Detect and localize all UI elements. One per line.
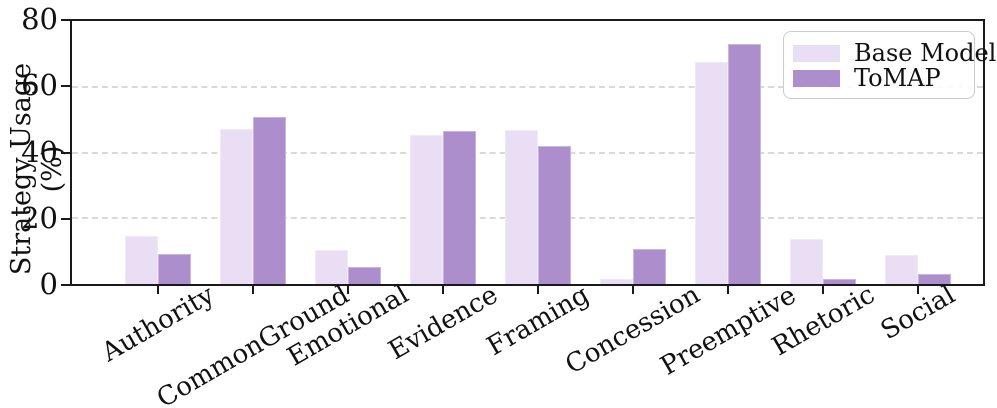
bar-tomap-emotional	[348, 266, 381, 284]
bar-base-model-evidence	[410, 135, 443, 284]
legend: Base Model ToMAP	[783, 31, 996, 99]
bar-base-model-commonground	[220, 128, 253, 284]
bar-base-model-framing	[505, 130, 538, 284]
bar-base-model-social	[885, 254, 918, 284]
x-tick-mark	[727, 286, 729, 294]
gridline-60	[72, 85, 983, 88]
bar-tomap-evidence	[443, 131, 476, 284]
base-model-swatch	[793, 44, 840, 62]
bar-base-model-authority	[125, 235, 158, 284]
legend-label: ToMAP	[854, 64, 941, 92]
tomap-swatch	[793, 69, 840, 87]
bar-tomap-social	[918, 274, 951, 284]
bar-tomap-framing	[538, 145, 571, 284]
x-tick-mark	[537, 286, 539, 294]
x-tick-mark	[822, 286, 824, 294]
y-tick-mark	[61, 284, 70, 286]
y-tick-label-80: 80	[21, 2, 58, 36]
x-tick-mark	[632, 286, 634, 294]
legend-item-base-model: Base Model	[793, 41, 996, 65]
x-tick-mark	[347, 286, 349, 294]
bar-tomap-concession	[633, 249, 666, 284]
bar-base-model-preemptive	[695, 62, 728, 284]
bar-tomap-preemptive	[728, 44, 761, 284]
bar-base-model-rhetoric	[790, 239, 823, 284]
y-tick-mark	[61, 85, 70, 88]
y-tick-mark	[61, 19, 70, 21]
y-tick-label-60: 60	[21, 68, 58, 103]
bar-tomap-commonground	[253, 117, 286, 284]
bar-base-model-emotional	[315, 249, 348, 284]
legend-label: Base Model	[854, 39, 997, 67]
legend-item-tomap: ToMAP	[793, 66, 964, 90]
x-tick-mark	[157, 286, 159, 294]
y-tick-label-20: 20	[21, 200, 58, 235]
y-tick-label-0: 0	[39, 267, 58, 301]
bar-tomap-authority	[158, 254, 191, 284]
y-tick-label-40: 40	[21, 134, 58, 169]
y-tick-mark	[61, 151, 70, 154]
x-tick-mark	[917, 286, 919, 294]
x-tick-mark	[442, 286, 444, 294]
x-tick-mark	[252, 286, 254, 294]
y-tick-mark	[61, 217, 70, 220]
bar-base-model-concession	[600, 278, 633, 284]
bar-tomap-rhetoric	[823, 278, 856, 284]
